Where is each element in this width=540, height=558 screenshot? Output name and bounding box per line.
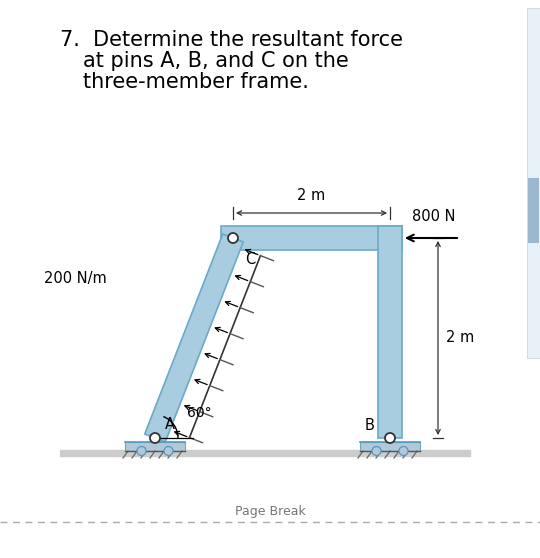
Circle shape — [137, 446, 146, 455]
Polygon shape — [378, 226, 402, 438]
Polygon shape — [145, 234, 243, 442]
Polygon shape — [60, 450, 470, 456]
Bar — [527, 8, 540, 358]
Text: 60°: 60° — [187, 406, 212, 420]
Circle shape — [228, 233, 238, 243]
Polygon shape — [125, 442, 185, 451]
Text: 2 m: 2 m — [446, 330, 474, 345]
Text: 800 N: 800 N — [413, 209, 456, 224]
Text: B: B — [364, 418, 374, 433]
Circle shape — [164, 446, 173, 455]
Text: 200 N/m: 200 N/m — [44, 271, 106, 286]
Text: at pins A, B, and C on the: at pins A, B, and C on the — [83, 51, 349, 71]
Polygon shape — [360, 442, 420, 451]
Bar — [528, 178, 539, 243]
Text: A: A — [165, 417, 175, 432]
Text: C: C — [245, 252, 255, 267]
Text: 2 m: 2 m — [298, 188, 326, 203]
Text: Page Break: Page Break — [234, 504, 306, 517]
Circle shape — [372, 446, 381, 455]
Text: three-member frame.: three-member frame. — [83, 72, 309, 92]
Circle shape — [150, 433, 160, 443]
Polygon shape — [221, 226, 402, 250]
Circle shape — [385, 433, 395, 443]
Text: 7.  Determine the resultant force: 7. Determine the resultant force — [60, 30, 403, 50]
Circle shape — [399, 446, 408, 455]
